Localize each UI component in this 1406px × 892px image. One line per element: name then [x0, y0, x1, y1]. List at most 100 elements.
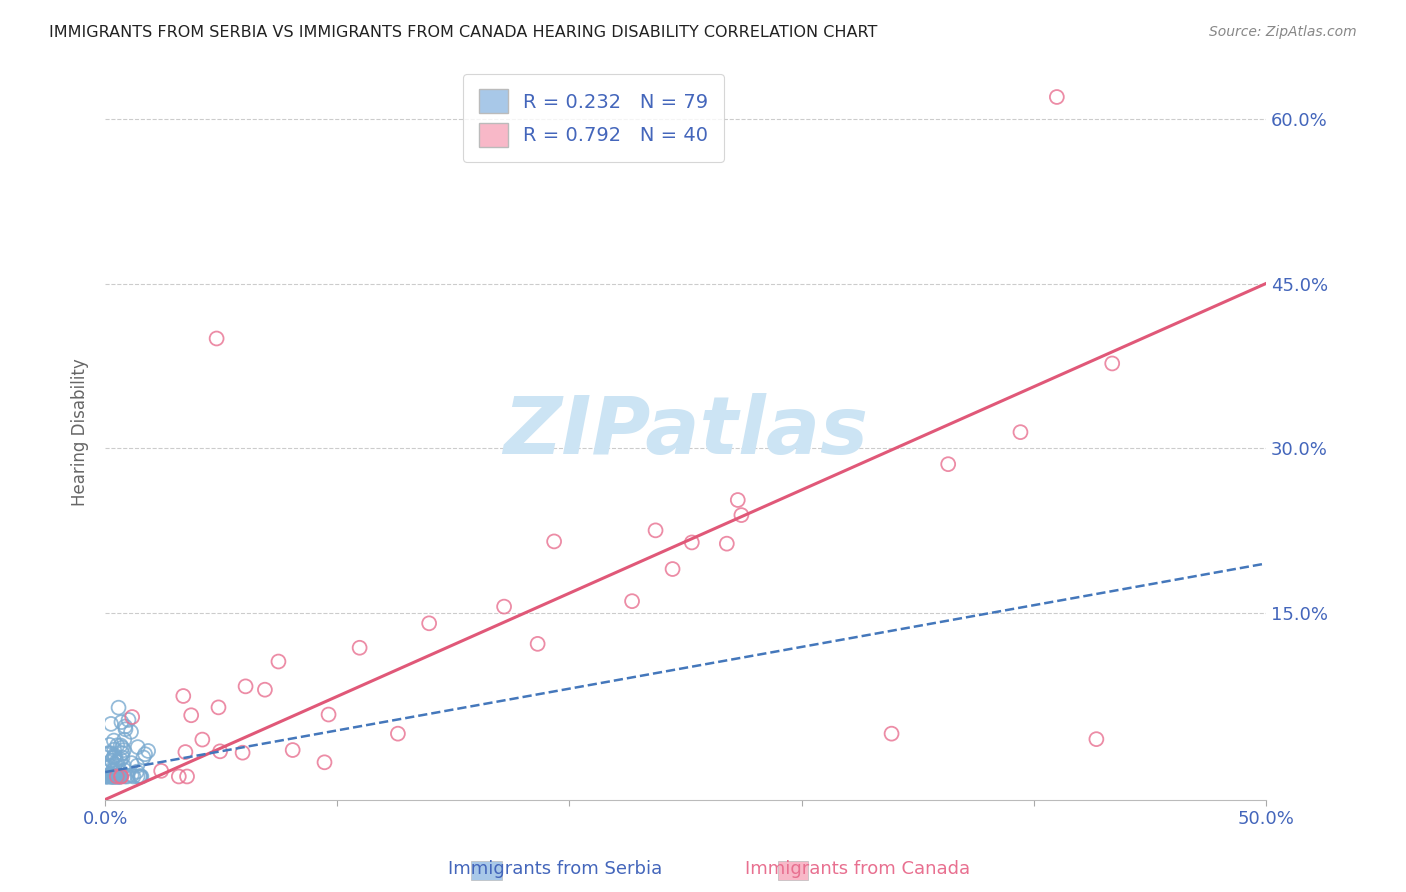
Point [100, 759, 122, 773]
Point [112, 732, 135, 747]
Point [127, 769, 149, 783]
Point [101, 764, 124, 778]
Point [100, 754, 122, 768]
Point [98, 769, 121, 783]
Point [253, 682, 276, 697]
Point [281, 743, 304, 757]
Point [111, 747, 134, 761]
Point [101, 764, 124, 778]
Point [103, 748, 125, 763]
Point [167, 769, 190, 783]
Point [96, 747, 118, 762]
Point [111, 750, 134, 764]
Point [318, 707, 340, 722]
Point [174, 745, 197, 759]
Point [100, 769, 122, 783]
Point [110, 739, 132, 753]
Point [100, 754, 122, 768]
Point [1010, 425, 1032, 439]
Point [105, 768, 128, 782]
Point [107, 764, 129, 779]
Point [132, 750, 155, 764]
Point [209, 744, 232, 758]
Point [100, 717, 122, 731]
Point [104, 757, 127, 772]
Point [98, 769, 121, 783]
Point [1101, 356, 1123, 370]
Point [232, 746, 254, 760]
Point [543, 534, 565, 549]
Point [494, 599, 516, 614]
Point [114, 769, 136, 783]
Point [117, 713, 139, 727]
Point [267, 655, 290, 669]
Point [103, 769, 125, 783]
Point [644, 524, 666, 538]
Point [97, 769, 120, 783]
Point [103, 769, 125, 783]
Point [97, 746, 120, 760]
Point [115, 769, 138, 783]
Text: ZIPatlas: ZIPatlas [503, 392, 868, 471]
Point [172, 689, 194, 703]
Point [101, 769, 124, 783]
Point [105, 755, 128, 769]
Point [111, 740, 134, 755]
Text: Immigrants from Canada: Immigrants from Canada [745, 860, 970, 878]
Point [121, 710, 143, 724]
Point [150, 764, 173, 778]
Point [110, 752, 132, 766]
Point [125, 764, 148, 779]
Point [129, 769, 152, 783]
Point [103, 733, 125, 747]
Point [314, 756, 336, 770]
Point [127, 758, 149, 772]
Point [621, 594, 644, 608]
Point [191, 732, 214, 747]
Point [105, 739, 128, 753]
Point [103, 769, 125, 783]
Point [526, 637, 548, 651]
Point [96, 769, 118, 783]
Point [110, 769, 132, 783]
Point [103, 750, 125, 764]
Point [101, 769, 124, 783]
Point [121, 768, 143, 782]
Point [1046, 90, 1069, 104]
Point [114, 763, 136, 777]
Point [107, 769, 129, 783]
Point [97, 769, 120, 783]
Point [127, 740, 149, 755]
Point [418, 616, 440, 631]
Point [94, 769, 117, 783]
Text: Immigrants from Serbia: Immigrants from Serbia [449, 860, 662, 878]
Point [94, 769, 117, 783]
Point [387, 726, 409, 740]
Point [107, 769, 129, 783]
Point [105, 769, 128, 783]
Point [101, 769, 124, 783]
Point [730, 508, 752, 522]
Point [108, 769, 131, 783]
Point [110, 715, 132, 730]
Point [104, 749, 127, 764]
Point [105, 759, 128, 773]
Point [727, 493, 749, 508]
Point [716, 536, 738, 550]
Point [207, 700, 229, 714]
Point [98, 746, 121, 760]
Point [880, 726, 903, 740]
Point [1085, 732, 1108, 747]
Point [98, 738, 121, 752]
Point [110, 769, 132, 783]
Point [122, 769, 145, 783]
Point [108, 769, 131, 783]
Text: Source: ZipAtlas.com: Source: ZipAtlas.com [1209, 25, 1357, 39]
Point [661, 562, 683, 576]
Point [112, 743, 135, 757]
Point [112, 759, 135, 773]
Point [104, 769, 127, 783]
Point [105, 769, 128, 783]
Point [129, 769, 152, 783]
Point [104, 769, 127, 783]
